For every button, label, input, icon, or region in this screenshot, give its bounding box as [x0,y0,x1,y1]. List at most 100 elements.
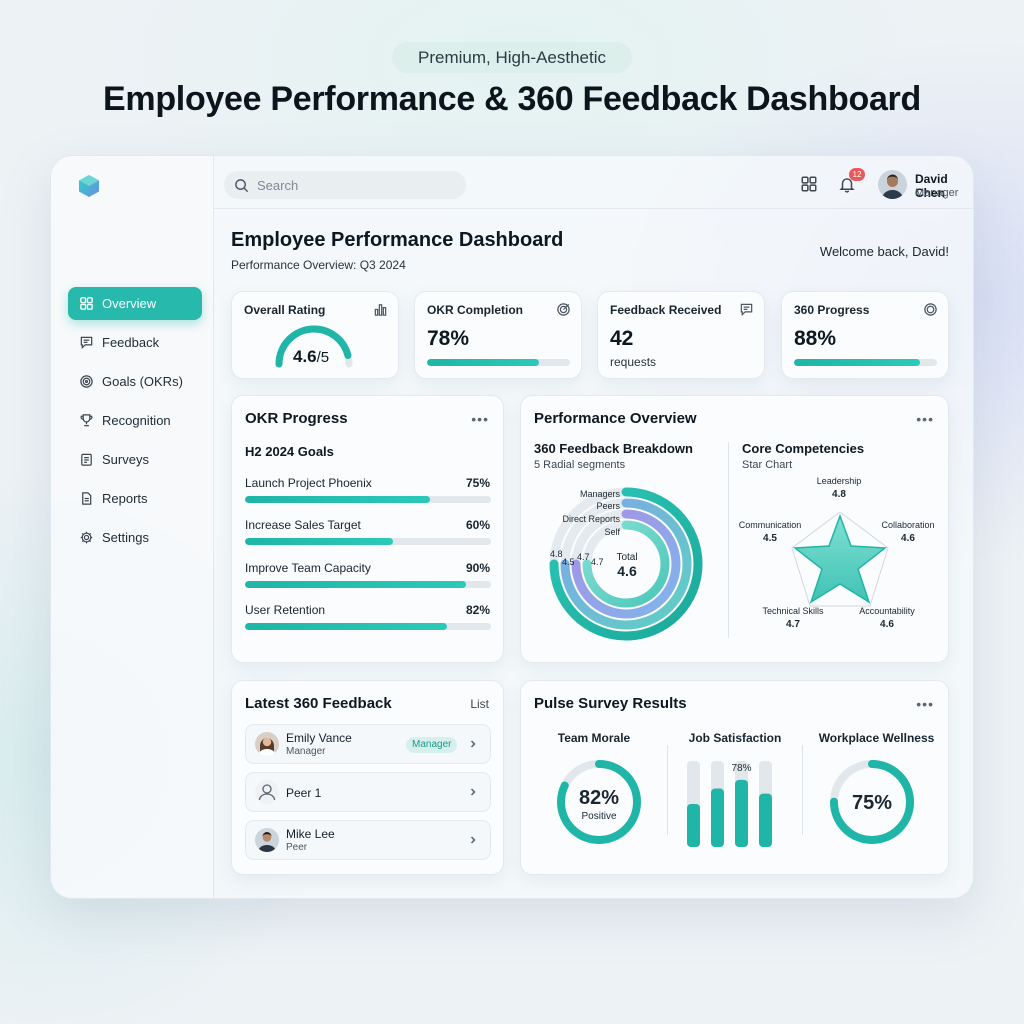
notification-badge: 12 [849,168,865,181]
feedback-item[interactable]: Emily Vance Manager Manager [245,724,491,764]
feedback-name: Mike Lee [286,827,335,841]
sidebar-item-recognition[interactable]: Recognition [68,404,202,437]
search-icon [235,178,249,192]
sidebar-item-goals[interactable]: Goals (OKRs) [68,365,202,398]
sidebar-item-label: Overview [102,296,157,311]
search-box [224,171,466,199]
ring-peers [560,498,692,630]
card-title: Performance Overview [534,410,697,427]
user-avatar-icon [878,170,907,199]
satisfaction-bar [735,779,748,847]
kpi-label: Overall Rating [244,303,326,317]
page-title: Employee Performance Dashboard [231,229,564,251]
kpi-feedback-received[interactable]: Feedback Received 42 requests [597,291,765,379]
sidebar-item-label: Reports [102,491,148,506]
sidebar-item-reports[interactable]: Reports [68,482,202,515]
breakdown-caption: 5 Radial segments [534,459,626,471]
bell-icon[interactable] [838,175,856,193]
goal-value: 82% [465,603,490,617]
ring-managers [549,487,703,641]
axis-label-technical-skills: Technical Skills [762,606,824,616]
goal-value: 60% [465,518,490,532]
feedback-name: Emily Vance [286,731,352,745]
goal-value: 90% [465,561,490,575]
axis-label-communication: Communication [739,520,802,530]
ring-label-direct-reports: Direct Reports [562,514,620,524]
person-avatar-icon [255,732,279,756]
breakdown-title: 360 Feedback Breakdown [534,441,693,456]
card-title: OKR Progress [245,410,348,427]
hero-headline: Employee Performance & 360 Feedback Dash… [103,80,921,118]
job-satisfaction-value: 78% [731,763,751,774]
feedback-name: Peer 1 [286,786,322,800]
avatar [255,780,279,804]
job-satisfaction-label: Job Satisfaction [688,731,782,745]
message-icon [80,336,93,350]
goal-label: Improve Team Capacity [245,561,371,575]
goal-value: 75% [465,476,490,490]
workplace-wellness-label: Workplace Wellness [818,731,935,745]
person-avatar-icon [255,828,279,852]
avatar[interactable] [878,170,907,199]
okr-progress-card: OKR Progress ••• H2 2024 Goals Launch Pr… [231,395,504,663]
more-options-icon[interactable]: ••• [916,696,934,712]
tagline-pill: Premium, High-Aesthetic [392,42,632,73]
feedback-item[interactable]: Peer 1 [245,772,491,812]
team-morale-donut: 82% Positive [557,760,641,844]
sidebar-item-label: Surveys [102,452,149,467]
sidebar-item-overview[interactable]: Overview [68,287,202,320]
page-subtitle: Performance Overview: Q3 2024 [231,258,406,272]
sidebar-item-feedback[interactable]: Feedback [68,326,202,359]
message-icon [740,303,753,317]
star-grid [791,511,889,607]
user-outline-icon [258,784,276,801]
dashboard-window: Overview Feedback Goals (OKRs) Recogniti… [50,155,974,899]
grid-icon [80,297,93,310]
apps-grid-icon[interactable] [800,175,818,193]
pulse-survey-card: Pulse Survey Results ••• Team Morale 82%… [520,680,949,875]
feedback-item[interactable]: Mike Lee Peer [245,820,491,860]
topbar: 12 David Chen Manager [214,156,973,209]
chevron-right-icon [471,836,476,844]
chevron-right-icon [471,788,476,796]
star-shape [792,513,888,604]
progress-360-bar [794,359,937,366]
more-options-icon[interactable]: ••• [916,411,934,427]
search-input[interactable] [257,177,447,193]
satisfaction-bar [711,788,724,847]
kpi-overall-rating[interactable]: Overall Rating 4.6/5 [231,291,399,379]
sidebar-item-surveys[interactable]: Surveys [68,443,202,476]
satisfaction-bar [759,793,772,847]
competencies-title: Core Competencies [742,441,865,456]
axis-label-collaboration: Collaboration [881,520,934,530]
sidebar-item-label: Recognition [102,413,171,428]
performance-overview-card: Performance Overview ••• 360 Feedback Br… [520,395,949,663]
logo-icon [79,175,99,197]
welcome-message: Welcome back, David! [819,244,949,259]
kpi-label: 360 Progress [794,303,870,317]
chevron-right-icon [471,740,476,748]
sidebar-item-label: Settings [102,530,149,545]
sidebar-item-settings[interactable]: Settings [68,521,202,554]
more-options-icon[interactable]: ••• [471,411,489,427]
document-icon [82,492,92,505]
kpi-okr-completion[interactable]: OKR Completion 78% [414,291,582,379]
view-toggle[interactable]: List [470,697,489,711]
axis-value-collaboration: 4.6 [901,533,915,544]
total-value: 4.6 [617,563,637,579]
okr-completion-bar [427,359,570,366]
card-title: Latest 360 Feedback [245,695,392,712]
team-morale-sub: Positive [581,811,616,822]
axis-value-accountability: 4.6 [880,619,894,630]
ring-value: 4.8 [550,549,563,559]
kpi-360-progress[interactable]: 360 Progress 88% [781,291,949,379]
role-tag: Manager [406,737,458,753]
ring-label-managers: Managers [580,489,621,499]
user-role: Manager [915,187,959,199]
total-label: Total [616,552,637,563]
sidebar: Overview Feedback Goals (OKRs) Recogniti… [51,156,214,898]
axis-label-accountability: Accountability [859,606,915,616]
competencies-caption: Star Chart [742,459,793,471]
clipboard-icon [81,453,92,466]
axis-value-leadership: 4.8 [832,489,846,500]
